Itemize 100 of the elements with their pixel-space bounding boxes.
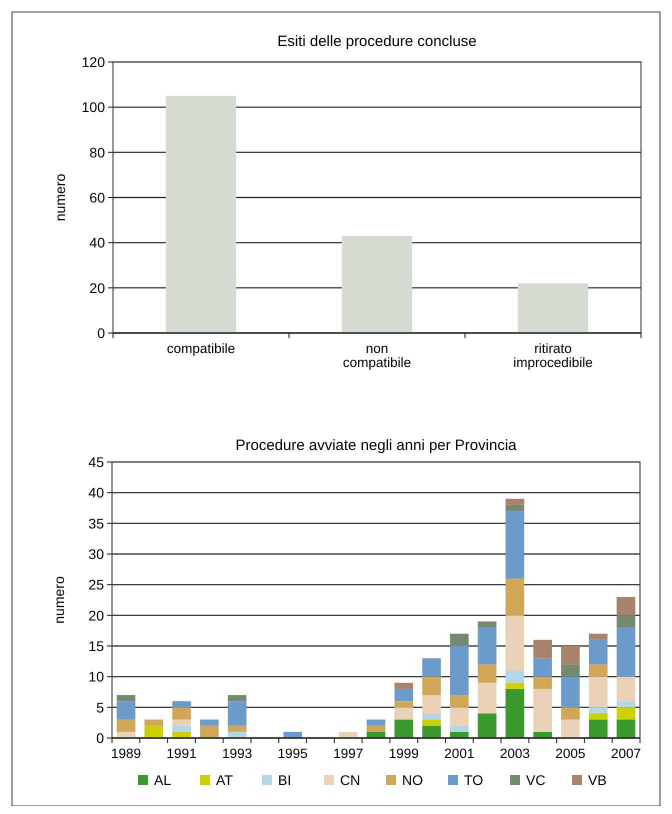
- bar: [422, 658, 441, 677]
- bar: [561, 676, 580, 708]
- bar: [394, 720, 414, 738]
- bar: [616, 720, 636, 738]
- y-tick-label: 20: [88, 607, 104, 624]
- bar: [228, 701, 246, 726]
- bar: [616, 615, 636, 628]
- y-tick-label: 35: [88, 515, 104, 532]
- legend-label: VB: [588, 772, 607, 788]
- bar: [394, 707, 414, 720]
- bar: [561, 707, 580, 720]
- bar: [144, 720, 164, 726]
- bar: [422, 720, 441, 726]
- x-tick-label: 1991: [166, 746, 197, 761]
- bar: [506, 504, 524, 512]
- bar: [172, 726, 191, 732]
- bar: [450, 634, 469, 646]
- bar: [478, 621, 496, 628]
- bar: [116, 732, 136, 738]
- bar: [200, 720, 219, 726]
- bar: [342, 236, 412, 333]
- bar: [506, 688, 524, 738]
- y-tick-label: 0: [96, 730, 104, 746]
- y-tick-label: 5: [96, 699, 104, 716]
- bar: [116, 695, 136, 702]
- bar: [394, 688, 414, 702]
- bar: [172, 707, 191, 720]
- bar: [588, 713, 608, 720]
- bar: [450, 707, 469, 726]
- chart-title: Procedure avviate negli anni per Provincia: [236, 437, 518, 454]
- y-axis-title: numero: [51, 576, 67, 624]
- bar: [450, 646, 469, 696]
- x-tick-label: 1989: [111, 746, 142, 761]
- bar: [506, 615, 524, 671]
- legend-label: CN: [340, 772, 360, 788]
- x-tick-label: 2005: [555, 746, 586, 761]
- bar: [366, 720, 386, 726]
- bar: [616, 707, 636, 720]
- bar: [533, 688, 552, 732]
- bar: [366, 732, 386, 738]
- bar: [172, 701, 191, 708]
- y-tick-label: 40: [89, 234, 106, 251]
- bar: [616, 628, 636, 677]
- bar: [588, 634, 608, 640]
- bar: [506, 670, 524, 683]
- y-tick-label: 80: [89, 144, 106, 160]
- y-tick-label: 60: [89, 190, 106, 206]
- chart-title: Esiti delle procedure concluse: [277, 33, 477, 50]
- bar: [366, 726, 386, 732]
- bar: [616, 701, 636, 708]
- x-tick-label: 1997: [333, 746, 364, 761]
- y-tick-label: 100: [82, 99, 106, 116]
- bar: [116, 720, 136, 732]
- y-axis-title: numero: [52, 174, 68, 222]
- x-tick-label: ritirato improcedibile: [513, 341, 593, 370]
- bar: [588, 664, 608, 677]
- y-tick-label: 40: [88, 484, 104, 501]
- y-tick-label: 120: [82, 54, 106, 70]
- bar: [561, 664, 580, 677]
- bar: [616, 676, 636, 702]
- bar: [422, 695, 441, 714]
- x-tick-label: 2003: [500, 746, 530, 761]
- bar: [588, 720, 608, 738]
- bar: [172, 720, 191, 726]
- bar: [228, 695, 246, 702]
- legend-label: NO: [402, 772, 424, 788]
- bar: [588, 707, 608, 714]
- bar: [478, 682, 496, 714]
- bar: [478, 664, 496, 683]
- x-tick-label: 1995: [278, 746, 308, 761]
- bar: [200, 726, 219, 738]
- x-tick-label: 2001: [444, 746, 474, 761]
- bar: [450, 695, 469, 708]
- x-tick-label: 1999: [388, 746, 419, 761]
- y-tick-label: 45: [88, 454, 104, 470]
- bar: [561, 720, 580, 738]
- bar: [588, 676, 608, 708]
- bar: [533, 658, 552, 677]
- x-tick-label: compatibile: [166, 341, 236, 356]
- bar: [166, 96, 236, 333]
- legend-label: TO: [464, 772, 484, 788]
- x-tick-label: 1993: [222, 746, 252, 761]
- bar: [518, 283, 588, 333]
- bar: [116, 701, 136, 720]
- legend-label: VC: [526, 772, 546, 788]
- bar: [533, 640, 552, 658]
- legend-label: AL: [154, 772, 172, 788]
- bar: [588, 640, 608, 664]
- bar: [478, 713, 496, 738]
- y-tick-label: 25: [88, 576, 104, 593]
- bar: [228, 726, 246, 732]
- y-tick-label: 30: [88, 546, 104, 562]
- bar: [478, 628, 496, 664]
- bar: [506, 578, 524, 616]
- legend-label: AT: [216, 772, 234, 788]
- y-tick-label: 20: [89, 280, 106, 296]
- bar: [394, 701, 414, 708]
- bar: [533, 676, 552, 689]
- bar: [616, 596, 636, 616]
- x-tick-label: 2007: [610, 746, 641, 761]
